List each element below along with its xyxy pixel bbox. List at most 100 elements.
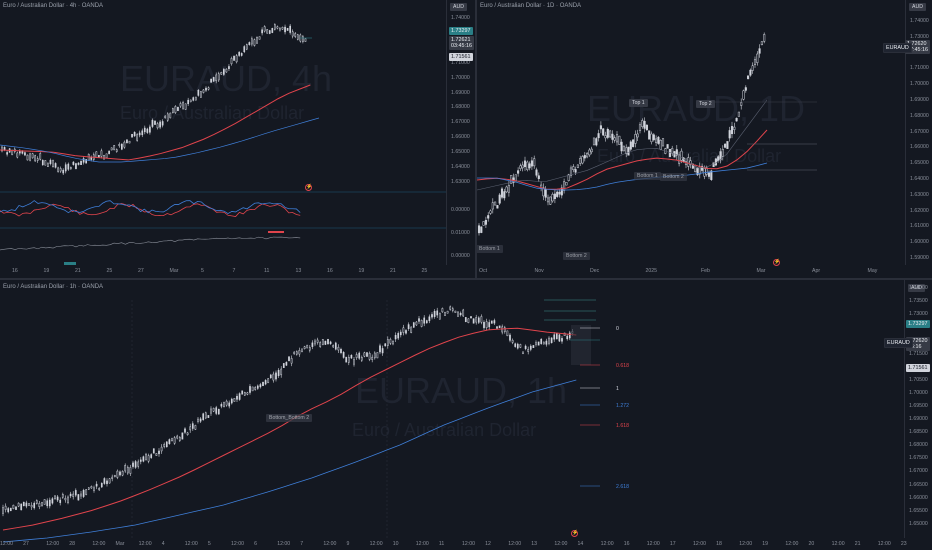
- chart-pane-4h[interactable]: Euro / Australian Dollar · 4h · OANDA EU…: [0, 0, 475, 278]
- replay-icon-1d[interactable]: ⚡: [773, 259, 781, 266]
- currency-badge-1h[interactable]: AUD: [908, 284, 925, 292]
- candle-body: [581, 156, 584, 164]
- candle-body: [212, 77, 215, 82]
- chart-canvas-1h[interactable]: [0, 280, 904, 543]
- candle-body: [264, 380, 267, 385]
- 1d-price-tick: 1.63000: [910, 191, 929, 198]
- chart-canvas-4h[interactable]: [0, 0, 446, 265]
- candle-body: [480, 226, 483, 233]
- candle-body: [423, 317, 426, 324]
- candle-body: [436, 310, 439, 316]
- candle-body: [535, 342, 537, 345]
- candle-body: [728, 130, 731, 139]
- pane-divider-horizontal[interactable]: [0, 278, 932, 280]
- candle-body: [758, 48, 761, 54]
- candle-body: [625, 147, 628, 155]
- candle-body: [638, 124, 642, 131]
- candle-body: [532, 345, 535, 348]
- candle-body: [277, 369, 280, 376]
- 4h-time-tick: 19: [43, 268, 50, 274]
- candle-body: [599, 125, 602, 130]
- candle-body: [253, 39, 256, 46]
- time-axis-4h[interactable]: 16 19 21 25 27 Mar 5 7 11 13 16 19 21 25: [0, 266, 446, 278]
- candle-body: [402, 327, 405, 333]
- candle-body: [29, 153, 31, 161]
- currency-badge-1d[interactable]: AUD: [909, 3, 926, 11]
- candle-body: [248, 42, 251, 45]
- fib-0618-label: 0.618: [616, 363, 629, 369]
- candle-body: [25, 502, 28, 507]
- candle-body: [629, 141, 632, 150]
- 4h-time-tick: 21: [390, 268, 396, 274]
- osc-marker: [64, 262, 76, 265]
- candle-body: [64, 164, 67, 172]
- candle-body: [449, 306, 452, 310]
- pane-divider-vertical[interactable]: [475, 0, 477, 278]
- candle-body: [272, 373, 275, 381]
- candle-body: [506, 330, 509, 337]
- candle-body: [678, 154, 681, 164]
- candle-body: [1, 146, 3, 152]
- candle-body: [178, 437, 181, 441]
- 1h-time-tick: 7: [300, 541, 304, 547]
- candle-body: [126, 139, 128, 144]
- candle-body: [537, 175, 540, 180]
- ema-blue: [2, 379, 577, 543]
- candle-body: [327, 339, 329, 345]
- candle-body: [228, 402, 231, 407]
- 1h-time-tick: 12:00: [323, 541, 337, 547]
- candle-body: [509, 334, 511, 341]
- candle-body: [488, 322, 491, 328]
- candle-body: [116, 470, 119, 478]
- candle-body: [641, 120, 644, 127]
- candle-body: [38, 503, 41, 508]
- ema-gray: [476, 99, 768, 191]
- candle-body: [555, 332, 558, 340]
- 1h-time-tick: 21: [854, 541, 861, 547]
- candle-body: [108, 150, 110, 154]
- chart-pane-1d[interactable]: Euro / Australian Dollar · 1D · OANDA EU…: [476, 0, 932, 278]
- currency-badge-4h[interactable]: AUD: [450, 3, 467, 11]
- time-axis-1h[interactable]: 12:00 27 12:00 28 12:00 Mar 12:00 4 12:00 5 12:00 6…: [0, 539, 907, 550]
- candle-body: [418, 318, 420, 322]
- bottom-left-label: Bottom 1: [476, 245, 503, 253]
- pane-title-1d: Euro / Australian Dollar · 1D · OANDA: [480, 3, 582, 9]
- price-axis-4h[interactable]: AUD 1.740001.730001.720001.710001.700001…: [446, 0, 475, 265]
- 1h-price-tick: 1.65000: [909, 520, 928, 527]
- 4h-price-tick: 1.65000: [451, 149, 470, 156]
- 1h-time-tick: 27: [23, 541, 29, 547]
- candle-body: [41, 502, 43, 507]
- candle-body: [302, 36, 304, 42]
- pane-title-1h: Euro / Australian Dollar · 1h · OANDA: [3, 284, 104, 290]
- candle-body: [80, 160, 82, 165]
- candle-body: [3, 147, 6, 151]
- replay-icon-4h[interactable]: ⚡: [305, 184, 313, 191]
- 1h-price-tick: 1.69500: [909, 402, 928, 409]
- price-axis-1h[interactable]: AUD 1.740001.735001.730001.725001.720001…: [904, 280, 932, 538]
- candle-body: [444, 312, 446, 316]
- top-2-label: Top 2: [696, 100, 715, 108]
- chart-canvas-1d[interactable]: [476, 0, 905, 265]
- candle-body: [69, 493, 72, 497]
- chart-pane-1h[interactable]: Euro / Australian Dollar · 1h · OANDA EU…: [0, 280, 932, 550]
- candle-body: [517, 170, 520, 174]
- candle-body: [657, 136, 660, 144]
- 1h-price-tick: 1.69000: [909, 416, 928, 422]
- 1h-price-tick: 1.74000: [909, 285, 928, 291]
- candle-body: [295, 351, 298, 355]
- candle-body: [340, 349, 342, 353]
- candle-body: [51, 498, 54, 504]
- candle-body: [199, 418, 202, 422]
- replay-icon-1h[interactable]: ⚡: [571, 530, 579, 537]
- 1d-time-tick: Oct: [479, 268, 488, 274]
- candle-body: [141, 130, 144, 136]
- candle-body: [269, 374, 272, 379]
- 1d-price-tick: 1.73000: [910, 33, 929, 40]
- time-axis-1d[interactable]: Oct Nov Dec 2025 Feb Mar Apr May: [477, 266, 905, 278]
- candle-body: [111, 476, 114, 479]
- candle-body: [56, 496, 59, 501]
- price-axis-1d[interactable]: AUD 1.740001.730001.720001.710001.700001…: [905, 0, 932, 265]
- candle-body: [574, 169, 577, 173]
- candle-body: [174, 106, 177, 113]
- candle-body: [487, 215, 490, 219]
